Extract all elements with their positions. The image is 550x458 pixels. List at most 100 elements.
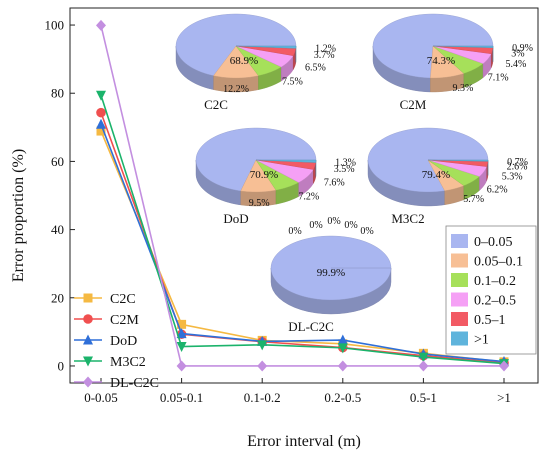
pie-slice-dod	[195, 127, 317, 192]
pie-label-c2m: 9.3%	[452, 83, 473, 94]
pie-label-c2m: 3%	[511, 48, 524, 59]
series-m3c2	[96, 90, 509, 370]
pie-label-dod: 7.6%	[324, 178, 345, 189]
pie-title-c2c: C2C	[204, 97, 228, 112]
pie-label-c2m: 0.9%	[512, 43, 533, 54]
data-point-c2c	[177, 319, 187, 329]
series-line-dl-c2c	[100, 25, 504, 367]
legend-label-c2c: C2C	[110, 292, 136, 307]
legend-item-m3c2: M3C2	[74, 355, 146, 370]
legend-marker-dod	[83, 334, 93, 345]
data-point-c2c	[96, 126, 106, 136]
pie-label-dod: 1.3%	[335, 158, 356, 169]
pie-label-dl-c2c: 0%	[360, 226, 373, 237]
pie-legend-label: 0.1–0.2	[474, 274, 516, 289]
x-tick-label: 0.2-0.5	[324, 390, 361, 405]
pie-label-dod: 9.5%	[249, 198, 270, 209]
y-tick-label: 40	[51, 222, 64, 237]
pie-legend-label: 0.2–0.5	[474, 294, 516, 309]
series-line-dod	[100, 123, 505, 363]
pie-slice-dod	[240, 159, 277, 193]
y-tick-label: 100	[45, 18, 65, 33]
x-tick-label: 0.1-0.2	[244, 390, 281, 405]
pie-title-dod: DoD	[223, 211, 248, 226]
pie-slice-dl-c2c	[270, 235, 392, 301]
legend-marker-dl-c2c	[83, 376, 93, 388]
data-point-c2m	[96, 107, 106, 118]
series-line-m3c2	[100, 95, 505, 365]
pie-title-c2m: C2M	[400, 97, 427, 112]
line-chart-axes: 0 20 40 60 80 100 0-0.05 0.05-0.1 0.1-0.2 0.2-0.5…	[10, 7, 539, 450]
pie-legend-label: 0.05–0.1	[474, 255, 523, 270]
pie-label-c2c: 7.5%	[282, 76, 303, 87]
pie-legend-swatch	[451, 273, 468, 287]
pie-legend-item: 0.1–0.2	[451, 273, 516, 289]
pie-slice-m3c2	[427, 159, 480, 186]
pie-label-m3c2: 6.2%	[487, 184, 508, 195]
pie-label-dod: 7.2%	[298, 192, 319, 203]
legend-marker-c2c	[83, 293, 93, 303]
pie-label-dl-c2c: 0%	[327, 216, 340, 227]
pie-label-c2c: 1.2%	[315, 44, 336, 55]
pie-label-dl-c2c: 99.9%	[317, 267, 345, 279]
pie-legend-swatch	[451, 234, 468, 248]
data-point-dl-c2c	[176, 360, 187, 372]
pie-legend-label: >1	[474, 333, 489, 348]
data-point-dl-c2c	[418, 360, 429, 372]
legend-item-dl-c2c: DL-C2C	[74, 376, 159, 391]
pie-label-c2c: 12.2%	[223, 84, 249, 95]
x-tick-label: 0-0.05	[84, 390, 118, 405]
pie-slice-c2c	[235, 45, 297, 49]
pie-slice-c2m	[432, 45, 494, 49]
pie-slice-dod	[255, 159, 317, 170]
pie-legend-label: 0.5–1	[474, 313, 506, 328]
pie-label-c2c: 6.5%	[305, 63, 326, 74]
series-legend: C2C C2M DoD M3C2 DL-C2C	[74, 292, 159, 391]
y-tick-label: 0	[58, 358, 65, 373]
pie-label-c2m: 5.4%	[505, 59, 526, 70]
pie-label-dl-c2c: 0%	[309, 220, 322, 231]
pie-label-m3c2: 79.4%	[422, 169, 450, 181]
pie-slice-m3c2	[427, 159, 489, 162]
pie-legend-item: 0.05–0.1	[451, 253, 523, 270]
pie-legend-swatch	[451, 253, 468, 268]
data-point-dl-c2c	[257, 360, 268, 372]
x-tick-label: 0.5-1	[410, 390, 437, 405]
pie-slice-c2c	[235, 45, 297, 56]
pie-label-dod: 3.5%	[334, 164, 355, 175]
pie-legend-item: 0–0.05	[451, 234, 513, 250]
data-point-m3c2	[418, 352, 429, 363]
data-point-dl-c2c	[337, 360, 348, 372]
data-point-dod	[96, 118, 106, 129]
pie-slice-dod	[255, 159, 317, 163]
plot-frame	[69, 7, 539, 384]
line-chart-series	[96, 19, 509, 372]
pie-label-c2c: 3.7%	[314, 50, 335, 61]
data-point-m3c2	[96, 90, 106, 101]
pie-label-m3c2: 5.7%	[463, 194, 484, 205]
pie-slice-c2c	[235, 45, 282, 76]
pie-legend-label: 0–0.05	[474, 235, 513, 250]
pie-legend: 0–0.05 0.05–0.1 0.1–0.2 0.2–0.5 0.5–1 >1	[445, 225, 537, 355]
pie-legend-swatch	[451, 312, 468, 326]
pie-slice-c2m	[432, 45, 484, 74]
pie-dod: DoD 70.9% 9.5% 7.2% 7.6% 3.5%1.3%	[195, 127, 356, 226]
pie-label-m3c2: 2.6%	[507, 161, 528, 172]
legend-label-c2m: C2M	[110, 313, 139, 328]
pie-slice-c2c	[213, 45, 259, 79]
legend-item-dod: DoD	[74, 334, 137, 349]
x-tick-label: 0.05-0.1	[160, 390, 203, 405]
pie-label-dod: 70.9%	[250, 169, 278, 181]
y-axis-title: Error proportion (%)	[10, 149, 27, 282]
y-tick-label: 20	[51, 290, 64, 305]
pie-m3c2: M3C2 79.4% 5.7%6.2% 5.3%2.6%0.7%	[367, 127, 528, 226]
y-tick-label: 80	[51, 86, 64, 101]
data-point-dod	[176, 328, 187, 339]
pie-slice-c2m	[430, 45, 465, 79]
legend-label-m3c2: M3C2	[110, 355, 146, 370]
pie-slice-c2m	[432, 45, 492, 64]
pie-label-dl-c2c: 0%	[344, 220, 357, 231]
data-point-dl-c2c	[499, 360, 509, 372]
